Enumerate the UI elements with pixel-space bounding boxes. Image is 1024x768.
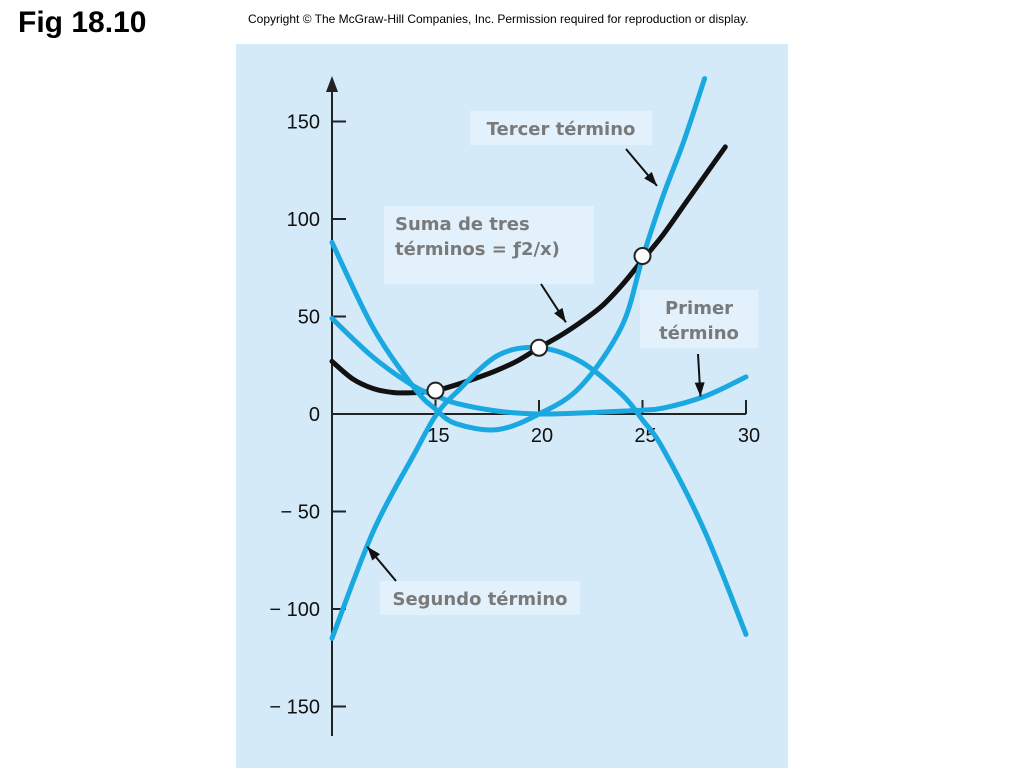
intersection-marker xyxy=(633,247,652,266)
label-primer-termino-text: Primer xyxy=(665,298,733,319)
label-suma-de-tres-terminos-2-x-text: términos = ƒ2/x) xyxy=(395,239,560,260)
series-line-suma-de-tres-terminos-2-x xyxy=(329,144,728,396)
label-primer-termino-text: término xyxy=(659,323,739,344)
y-axis-arrowhead xyxy=(326,76,338,92)
label-primer-termino-arrowhead xyxy=(694,382,705,397)
label-segundo-termino-text: Segundo término xyxy=(393,589,568,610)
label-tercer-termino-text: Tercer término xyxy=(487,119,636,140)
x-tick-label: 20 xyxy=(531,425,553,447)
annotations-group: Tercer término Suma de tres términos = ƒ2/… xyxy=(366,111,758,615)
series-line-tercer-termino xyxy=(329,76,708,433)
y-tick-label: 0 xyxy=(309,404,320,426)
y-tick-label: − 50 xyxy=(281,502,320,524)
y-tick-label: 150 xyxy=(287,112,320,134)
y-tick-label: − 150 xyxy=(269,697,320,719)
label-suma-de-tres-terminos-2-x-box xyxy=(384,206,594,284)
copyright-notice: Copyright © The McGraw-Hill Companies, I… xyxy=(248,12,749,26)
x-tick-label: 15 xyxy=(427,425,449,447)
y-tick-label: 100 xyxy=(287,209,320,231)
intersection-marker xyxy=(426,381,445,400)
markers-group xyxy=(426,247,652,400)
label-segundo-termino-box xyxy=(380,581,580,615)
label-primer-termino-box xyxy=(640,290,758,348)
label-suma-de-tres-terminos-2-x-arrowhead xyxy=(554,307,566,323)
y-tick-label: 50 xyxy=(298,307,320,329)
label-suma-de-tres-terminos-2-x-text: Suma de tres xyxy=(395,214,530,235)
label-tercer-termino-arrowhead xyxy=(644,171,657,186)
intersection-marker xyxy=(530,338,548,357)
label-tercer-termino-box xyxy=(470,111,652,145)
y-tick-label: − 100 xyxy=(269,599,320,621)
figure-title: Fig 18.10 xyxy=(18,6,147,39)
x-tick-label: 30 xyxy=(738,425,760,447)
chart-panel xyxy=(236,44,788,768)
label-segundo-termino-arrowhead xyxy=(367,546,380,561)
